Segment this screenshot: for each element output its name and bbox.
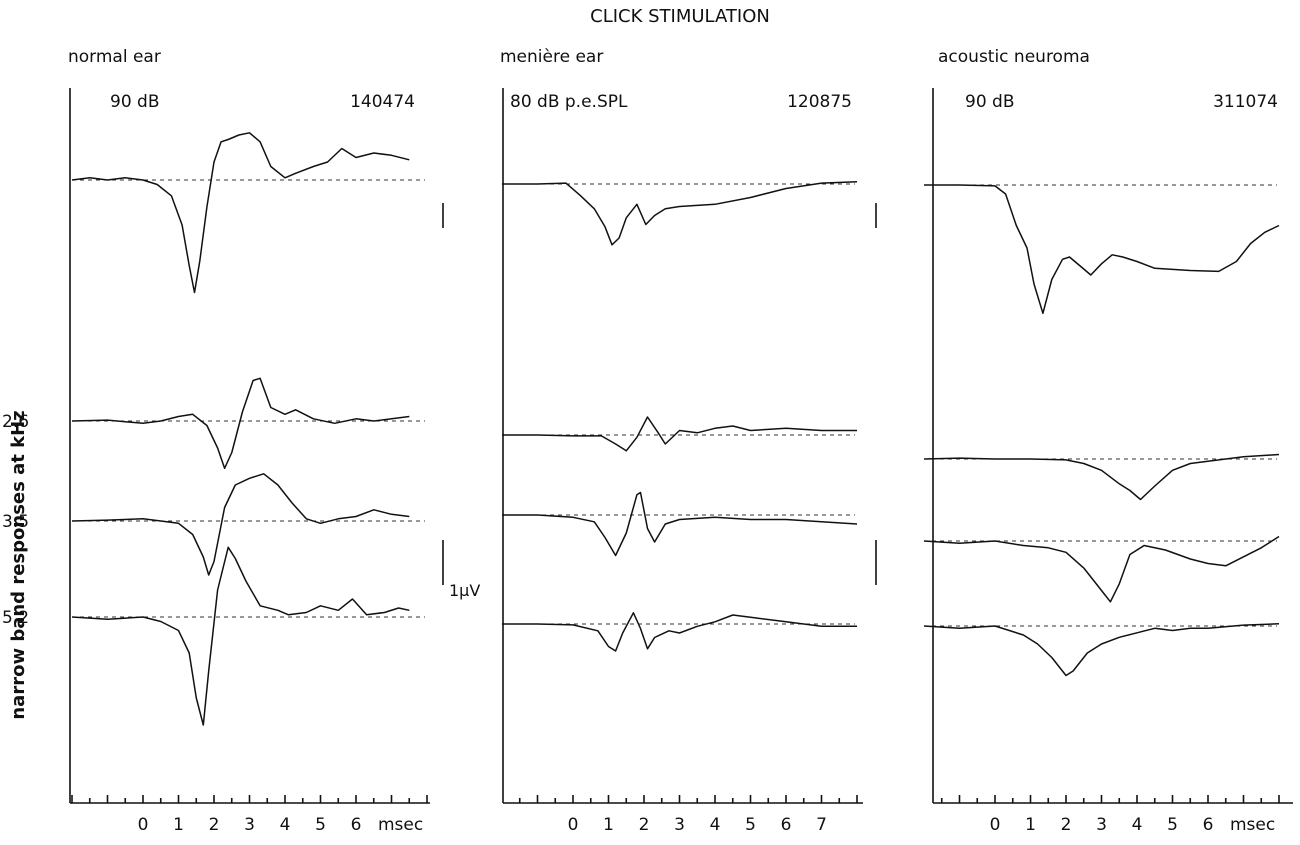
x-tick-label: 6 — [781, 815, 792, 835]
stimulus-level: 80 dB p.e.SPL — [510, 92, 628, 112]
x-tick-label: 3 — [1096, 815, 1107, 835]
panel-1: menière ear 80 dB p.e.SPL 120875 0 1 2 3 4 5 6 7 — [500, 47, 877, 835]
panel-2: acoustic neuroma 90 dB 311074 0 1 2 3 4 5 6 msec — [923, 47, 1293, 835]
x-tick-label: 0 — [138, 815, 149, 835]
x-tick-label: 5 — [1167, 815, 1178, 835]
trace-5.2 — [502, 612, 857, 652]
stimulus-level: 90 dB — [965, 92, 1015, 112]
x-tick-label: 1 — [1025, 815, 1036, 835]
band-label-2.6: 2.6 — [2, 412, 29, 432]
x-tick-label: 0 — [568, 815, 579, 835]
band-label-5.2: 5.2 — [2, 608, 29, 628]
trace-3.5 — [502, 491, 858, 557]
x-tick-label: 6 — [351, 815, 362, 835]
x-tick-label: 1 — [603, 815, 614, 835]
x-tick-label: 4 — [280, 815, 291, 835]
x-unit-label: msec — [378, 815, 423, 835]
chart-title: CLICK STIMULATION — [590, 6, 770, 27]
band-labels: 2.6 3.5 5.2 — [2, 412, 29, 628]
record-id: 311074 — [1213, 92, 1278, 112]
trace-3.5 — [923, 535, 1280, 603]
x-tick-label: 6 — [1203, 815, 1214, 835]
panel-0: normal ear 90 dB 140474 0 1 2 3 4 5 6 msec 1μV — [68, 47, 480, 835]
trace-click — [71, 132, 410, 294]
x-tick-label: 2 — [209, 815, 220, 835]
band-label-3.5: 3.5 — [2, 512, 29, 532]
x-tick-label: 4 — [710, 815, 721, 835]
x-tick-label: 2 — [639, 815, 650, 835]
panel-title: acoustic neuroma — [938, 47, 1090, 67]
record-id: 140474 — [350, 92, 415, 112]
scale-label: 1μV — [449, 581, 480, 600]
x-tick-label: 4 — [1132, 815, 1143, 835]
panel-title: normal ear — [68, 47, 161, 67]
x-tick-label: 3 — [674, 815, 685, 835]
x-tick-label: 7 — [816, 815, 827, 835]
panel-title: menière ear — [500, 47, 603, 67]
trace-2.6 — [502, 416, 857, 452]
stimulus-level: 90 dB — [110, 92, 160, 112]
trace-5.2 — [923, 623, 1280, 677]
trace-click — [924, 184, 1280, 315]
panels: normal ear 90 dB 140474 0 1 2 3 4 5 6 msec 1μV meniè… — [68, 47, 1293, 835]
trace-click — [502, 181, 858, 246]
record-id: 120875 — [787, 92, 852, 112]
x-tick-label: 5 — [745, 815, 756, 835]
trace-3.5 — [71, 473, 410, 576]
x-unit-label: msec — [1230, 815, 1275, 835]
trace-5.2 — [71, 546, 410, 726]
x-tick-label: 1 — [173, 815, 184, 835]
trace-2.6 — [923, 453, 1280, 501]
x-tick-label: 3 — [244, 815, 255, 835]
trace-2.6 — [71, 377, 410, 470]
y-axis-label: narrow band responses at kHz — [8, 410, 29, 719]
x-tick-label: 5 — [315, 815, 326, 835]
x-tick-label: 0 — [990, 815, 1001, 835]
x-tick-label: 2 — [1061, 815, 1072, 835]
